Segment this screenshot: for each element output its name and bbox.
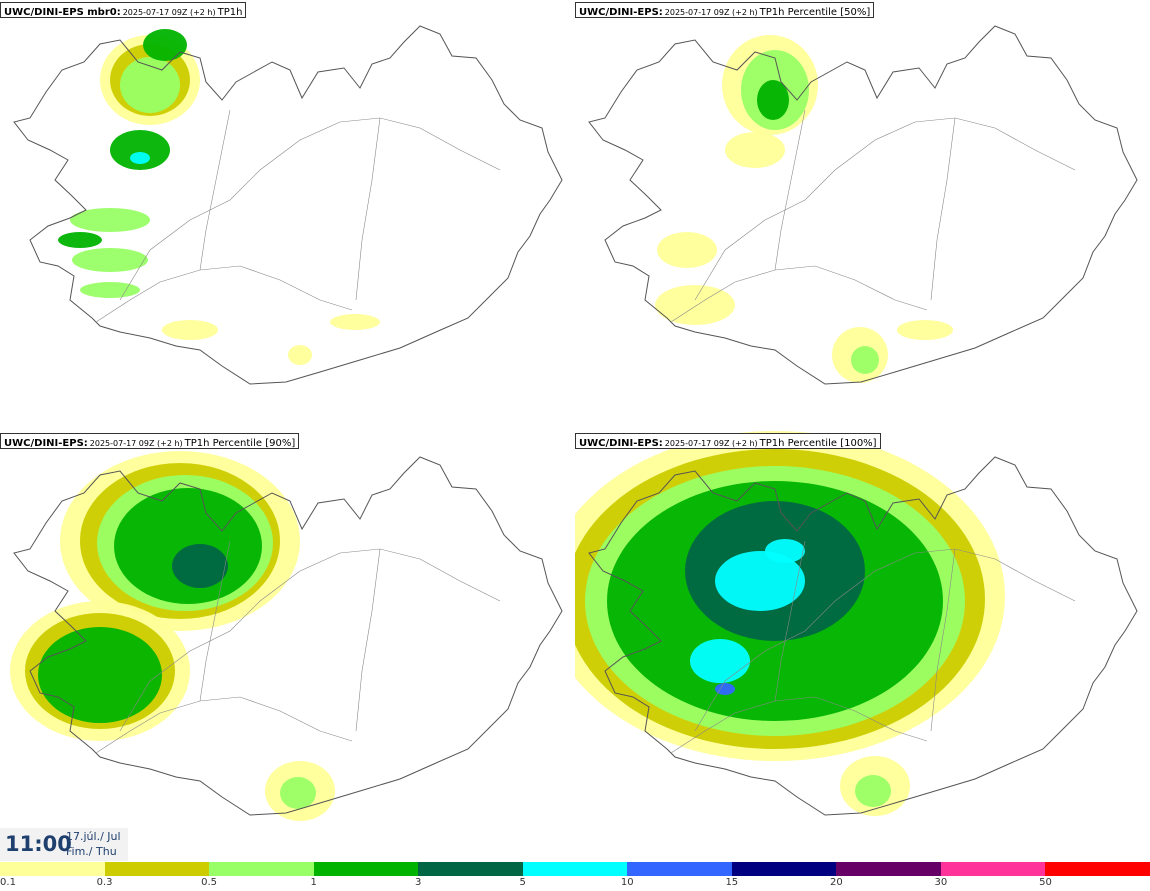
road-line — [95, 696, 353, 754]
precipitation-map — [575, 431, 1138, 816]
coastline — [13, 456, 563, 816]
coastline — [13, 25, 563, 385]
run-time: 2025-07-17 09Z (+2 h) — [664, 439, 758, 448]
precip-area — [690, 639, 750, 683]
precip-area — [657, 232, 717, 268]
precipitation-map — [13, 25, 563, 385]
colorbar-swatch — [313, 862, 419, 876]
model-name: UWC/DINI-EPS — [579, 438, 659, 449]
precip-area — [110, 130, 170, 170]
road-line — [119, 117, 501, 301]
colorbar-tick-label: 50 — [1039, 877, 1052, 888]
precip-area — [72, 248, 148, 272]
colorbar-tick-label: 0.3 — [96, 877, 113, 888]
valid-date: 17.júl./ Jul — [66, 830, 121, 843]
colorbar-tick-label: 30 — [934, 877, 948, 888]
colorbar-swatch — [418, 862, 523, 876]
colorbar-swatch — [731, 862, 837, 876]
precip-area — [58, 232, 102, 248]
land-area — [14, 26, 562, 384]
road-line — [355, 548, 381, 732]
precipitation-map — [10, 451, 563, 821]
precip-area — [288, 345, 312, 365]
map-panel-mbr0: UWC/DINI-EPS mbr0: 2025-07-17 09Z (+2 h) T… — [0, 0, 575, 431]
variable-name: TP1h Percentile [100%] — [759, 438, 877, 449]
precip-area — [80, 282, 140, 298]
run-time: 2025-07-17 09Z (+2 h) — [89, 439, 183, 448]
precip-area — [120, 57, 180, 113]
colorbar-swatch — [522, 862, 628, 876]
precip-area — [765, 539, 805, 563]
model-name: UWC/DINI-EPS — [579, 7, 659, 18]
precip-area — [172, 544, 228, 588]
panel-title: UWC/DINI-EPS: 2025-07-17 09Z (+2 h) TP1h P… — [575, 433, 881, 449]
precip-area — [280, 777, 316, 809]
colorbar-swatch — [1045, 862, 1150, 876]
colorbar-tick-label: 0.5 — [201, 877, 218, 888]
coastline — [588, 456, 1138, 816]
map-panel-p90: UWC/DINI-EPS: 2025-07-17 09Z (+2 h) TP1h P… — [0, 431, 575, 862]
precip-area — [38, 627, 162, 723]
precip-area — [114, 488, 262, 604]
road-line — [930, 117, 956, 301]
precip-area — [655, 285, 735, 325]
colorbar-swatch — [836, 862, 941, 876]
road-line — [119, 548, 501, 732]
precip-area — [70, 208, 150, 232]
road-line — [355, 117, 381, 301]
road-line — [670, 265, 928, 323]
model-name: UWC/DINI-EPS — [4, 438, 84, 449]
road-line — [199, 109, 231, 271]
road-line — [95, 265, 353, 323]
colorbar-ticks: 0.1 0.3 0.5 1 3 5 10 15 20 30 50 — [0, 877, 1150, 891]
road-line — [930, 548, 956, 732]
colorbar-swatch — [104, 862, 210, 876]
colorbar-tick-label: 3 — [414, 877, 422, 888]
precip-area — [715, 683, 735, 695]
valid-time: 11:00 — [5, 832, 72, 856]
colorbar-swatch — [627, 862, 732, 876]
colorbar-swatch — [0, 862, 105, 876]
colorbar-tick-label: 0.1 — [0, 877, 16, 888]
variable-name: TP1h Percentile [90%] — [184, 438, 296, 449]
colorbar-swatch — [940, 862, 1046, 876]
precip-area — [130, 152, 150, 164]
colorbar-swatch — [209, 862, 314, 876]
road-line — [670, 696, 928, 754]
colorbar-tick-label: 10 — [620, 877, 634, 888]
map-panel-p50: UWC/DINI-EPS: 2025-07-17 09Z (+2 h) TP1h P… — [575, 0, 1150, 431]
precip-area — [757, 80, 789, 120]
precip-area — [715, 551, 805, 611]
precip-area — [162, 320, 218, 340]
run-time: 2025-07-17 09Z (+2 h) — [664, 8, 758, 17]
precip-area — [330, 314, 380, 330]
colorbar-tick-label: 15 — [725, 877, 739, 888]
panel-title: UWC/DINI-EPS mbr0: 2025-07-17 09Z (+2 h) T… — [0, 2, 247, 18]
valid-weekday: Fim./ Thu — [66, 845, 117, 858]
panel-title: UWC/DINI-EPS: 2025-07-17 09Z (+2 h) TP1h P… — [0, 433, 300, 449]
colorbar-tick-label: 1 — [310, 877, 317, 888]
precip-area — [897, 320, 953, 340]
road-line — [774, 109, 806, 271]
run-time: 2025-07-17 09Z (+2 h) — [122, 8, 216, 17]
variable-name: TP1h — [217, 7, 243, 18]
precip-area — [725, 132, 785, 168]
variable-name: TP1h Percentile [50%] — [759, 7, 871, 18]
coastline — [588, 25, 1138, 385]
map-panel-p100: UWC/DINI-EPS: 2025-07-17 09Z (+2 h) TP1h P… — [575, 431, 1150, 862]
road-line — [199, 540, 231, 702]
precipitation-map — [588, 25, 1138, 385]
precip-area — [855, 775, 891, 807]
valid-time-box: 11:00 17.júl./ Jul Fim./ Thu — [0, 828, 128, 861]
colorbar-tick-label: 20 — [829, 877, 843, 888]
model-name: UWC/DINI-EPS mbr0 — [4, 7, 117, 18]
road-line — [694, 117, 1076, 301]
precip-area — [143, 29, 187, 61]
precipitation-colorbar — [0, 862, 1150, 876]
panel-title: UWC/DINI-EPS: 2025-07-17 09Z (+2 h) TP1h P… — [575, 2, 875, 18]
colorbar-tick-label: 5 — [519, 877, 526, 888]
road-line — [774, 540, 806, 702]
road-line — [694, 548, 1076, 732]
precip-area — [851, 346, 879, 374]
